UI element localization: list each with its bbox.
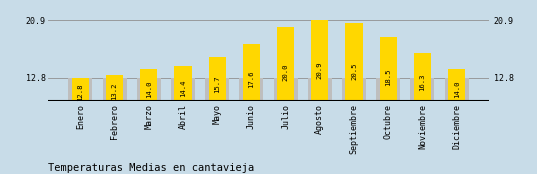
Bar [72, 78, 89, 101]
Text: 15.7: 15.7 [214, 76, 220, 93]
Text: 14.0: 14.0 [146, 80, 152, 98]
Bar [345, 23, 362, 101]
Bar [376, 78, 400, 101]
Text: 14.0: 14.0 [454, 80, 460, 98]
Bar [103, 78, 127, 101]
Bar [240, 78, 263, 101]
Bar [308, 78, 332, 101]
Bar [175, 66, 192, 101]
Bar [209, 57, 226, 101]
Text: 17.6: 17.6 [249, 70, 255, 88]
Bar [140, 69, 157, 101]
Bar [274, 78, 297, 101]
Bar [445, 78, 469, 101]
Text: 16.3: 16.3 [419, 74, 425, 91]
Bar [342, 78, 366, 101]
Bar [243, 44, 260, 101]
Bar [311, 20, 328, 101]
Bar [277, 27, 294, 101]
Text: 12.8: 12.8 [77, 83, 83, 101]
Bar [448, 69, 465, 101]
Bar [414, 53, 431, 101]
Text: 14.4: 14.4 [180, 79, 186, 97]
Bar [106, 75, 123, 101]
Text: 20.9: 20.9 [317, 62, 323, 79]
Bar [68, 78, 92, 101]
Text: 13.2: 13.2 [112, 82, 118, 100]
Bar [380, 37, 397, 101]
Bar [171, 78, 195, 101]
Bar [205, 78, 229, 101]
Bar [137, 78, 161, 101]
Text: 18.5: 18.5 [385, 68, 391, 85]
Text: Temperaturas Medias en cantavieja: Temperaturas Medias en cantavieja [48, 163, 255, 173]
Bar [410, 78, 434, 101]
Text: 20.0: 20.0 [282, 64, 288, 81]
Text: 20.5: 20.5 [351, 63, 357, 80]
